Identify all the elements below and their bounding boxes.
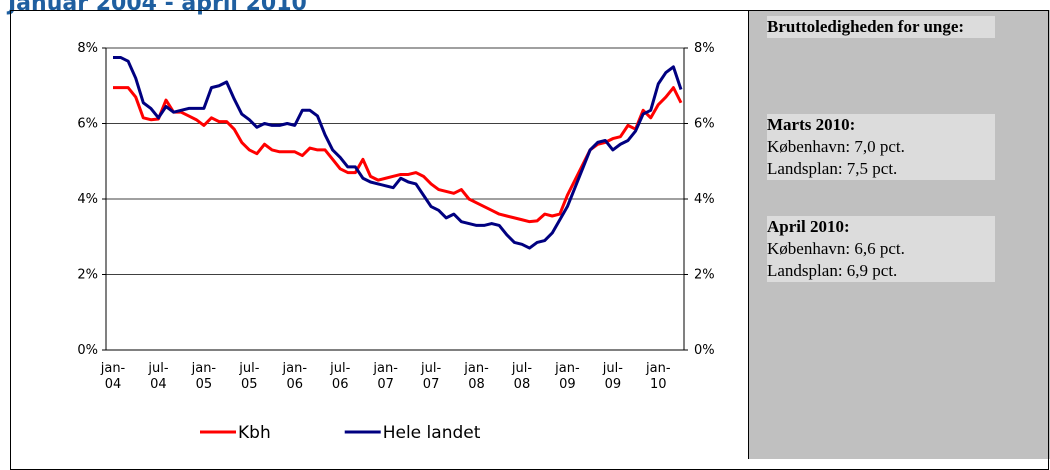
x-tick-label-part: jan- bbox=[100, 361, 126, 376]
section-line: Landsplan: 6,9 pct. bbox=[767, 261, 898, 280]
section-title: Marts 2010: bbox=[767, 115, 856, 134]
x-tick-label: jul-07 bbox=[420, 361, 441, 392]
x-tick-label-part: 08 bbox=[514, 377, 531, 392]
x-tick-label: jul-06 bbox=[329, 361, 350, 392]
x-tick-label-part: 05 bbox=[241, 377, 258, 392]
x-tick-label: jan-07 bbox=[372, 361, 398, 392]
x-tick-label-part: 09 bbox=[605, 377, 622, 392]
y-tick-label: 4% bbox=[77, 192, 98, 207]
x-tick-label: jan-06 bbox=[282, 361, 308, 392]
section-title: April 2010: bbox=[767, 217, 850, 236]
x-tick-label-part: 09 bbox=[559, 377, 576, 392]
y2-tick-label: 6% bbox=[694, 117, 715, 132]
frame bbox=[10, 10, 1049, 470]
x-tick-label-part: 07 bbox=[423, 377, 440, 392]
x-tick-label-part: jul- bbox=[238, 361, 259, 376]
y2-tick-label: 2% bbox=[694, 268, 715, 283]
x-tick-label-part: 08 bbox=[468, 377, 485, 392]
x-tick-label: jul-09 bbox=[602, 361, 623, 392]
x-tick-label-part: 06 bbox=[286, 377, 303, 392]
panel-section: Marts 2010: København: 7,0 pct. Landspla… bbox=[767, 114, 995, 180]
panel-section: April 2010: København: 6,6 pct. Landspla… bbox=[767, 216, 995, 282]
x-tick-label: jul-04 bbox=[147, 361, 168, 392]
x-tick-label-part: jan- bbox=[463, 361, 489, 376]
y-tick-label: 0% bbox=[77, 343, 98, 358]
y-tick-label: 6% bbox=[77, 117, 98, 132]
x-tick-label-part: jul- bbox=[602, 361, 623, 376]
x-tick-label: jan-10 bbox=[645, 361, 671, 392]
y2-tick-label: 4% bbox=[694, 192, 715, 207]
info-panel: Bruttoledigheden for unge: Marts 2010: K… bbox=[748, 10, 1050, 459]
x-tick-label: jul-05 bbox=[238, 361, 259, 392]
x-tick-label: jan-05 bbox=[191, 361, 217, 392]
page: Januar 2004 - april 2010 0% 2% 4% 6% 8% 0% 2% 4… bbox=[8, 0, 1050, 470]
section-line: Landsplan: 7,5 pct. bbox=[767, 159, 898, 178]
section-line: København: 7,0 pct. bbox=[767, 137, 905, 156]
x-tick-label-part: jul- bbox=[420, 361, 441, 376]
x-tick-label: jul-08 bbox=[511, 361, 532, 392]
x-tick-label-part: jan- bbox=[372, 361, 398, 376]
x-tick-label-part: jan- bbox=[282, 361, 308, 376]
legend-label: Hele landet bbox=[383, 423, 481, 443]
x-tick-label-part: 06 bbox=[332, 377, 349, 392]
x-tick-label-part: 05 bbox=[196, 377, 213, 392]
panel-heading: Bruttoledigheden for unge: bbox=[767, 16, 995, 38]
y-tick-label: 2% bbox=[77, 268, 98, 283]
series-line bbox=[113, 55, 683, 250]
x-tick-label: jan-09 bbox=[554, 361, 580, 392]
x-tick-label-part: jul- bbox=[329, 361, 350, 376]
x-tick-label-part: jan- bbox=[645, 361, 671, 376]
y-tick-label: 8% bbox=[77, 41, 98, 56]
x-tick-label-part: 04 bbox=[150, 377, 167, 392]
x-tick-label-part: jul- bbox=[511, 361, 532, 376]
x-tick-label-part: jul- bbox=[147, 361, 168, 376]
chart: 0%2%4%6%8%0%2%4%6%8%jan-04jul-04jan-05ju… bbox=[77, 41, 715, 443]
x-tick-label-part: 07 bbox=[377, 377, 394, 392]
x-tick-label: jan-04 bbox=[100, 361, 126, 392]
x-tick-label: jan-08 bbox=[463, 361, 489, 392]
x-tick-label-part: jan- bbox=[191, 361, 217, 376]
section-line: København: 6,6 pct. bbox=[767, 239, 905, 258]
y2-tick-label: 0% bbox=[694, 343, 715, 358]
page-title: Januar 2004 - april 2010 bbox=[8, 0, 307, 16]
legend-label: Kbh bbox=[238, 423, 271, 443]
x-tick-label-part: jan- bbox=[554, 361, 580, 376]
y2-tick-label: 8% bbox=[694, 41, 715, 56]
x-tick-label-part: 04 bbox=[105, 377, 122, 392]
x-tick-label-part: 10 bbox=[650, 377, 667, 392]
